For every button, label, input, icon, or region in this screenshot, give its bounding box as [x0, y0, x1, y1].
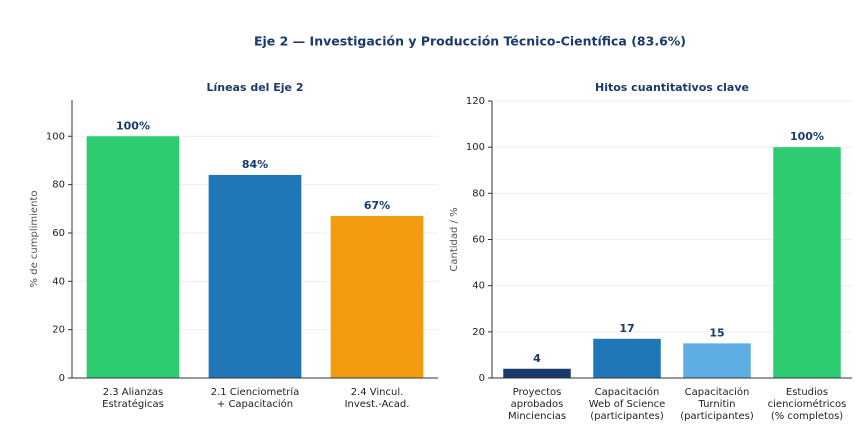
data-label: 15 — [709, 326, 724, 339]
data-label: 17 — [619, 322, 634, 335]
y-axis-label: Cantidad / % — [449, 207, 460, 271]
y-tick-label: 100 — [46, 131, 65, 142]
y-tick-label: 120 — [466, 96, 485, 107]
data-label: 100% — [790, 130, 824, 143]
bar — [593, 338, 661, 378]
x-tick-label-line: 2.1 Cienciometría — [211, 386, 300, 398]
y-tick-label: 0 — [479, 373, 485, 384]
data-label: 67% — [364, 199, 390, 212]
bar — [86, 136, 180, 378]
x-tick-label-line: + Capacitación — [217, 398, 293, 410]
x-tick-label-line: Capacitación — [595, 386, 660, 398]
x-tick-label-line: Estudios — [786, 387, 828, 398]
y-tick-label: 20 — [52, 325, 65, 336]
x-tick-label-line: 2.4 Vincul. — [351, 387, 404, 398]
data-label: 4 — [533, 352, 541, 365]
x-tick-label-line: cienciométricos — [768, 398, 847, 410]
y-axis-label: % de cumplimiento — [29, 191, 40, 288]
x-tick-label: 2.1 Cienciometría + Capacitación — [211, 386, 300, 410]
bar — [683, 343, 751, 378]
x-tick-label-line: (% completos) — [771, 411, 843, 422]
x-tick-label-line: aprobados — [511, 399, 564, 410]
x-tick-label-line: Web of Science — [589, 399, 666, 410]
chart-title: Líneas del Eje 2 — [206, 81, 303, 94]
y-tick-label: 40 — [52, 276, 65, 287]
figure-title: Eje 2 — Investigación y Producción Técni… — [254, 34, 686, 49]
data-label: 100% — [116, 119, 150, 132]
y-tick-label: 40 — [472, 281, 485, 292]
bar — [330, 216, 424, 378]
x-tick-label-line: Proyectos — [513, 387, 562, 398]
x-tick-label-line: (participantes) — [680, 411, 754, 422]
y-tick-label: 100 — [466, 142, 485, 153]
x-tick-label-line: Invest.-Acad. — [345, 399, 410, 410]
bar — [503, 368, 571, 378]
x-tick-label-line: Capacitación — [685, 386, 750, 398]
y-tick-label: 20 — [472, 327, 485, 338]
bar — [208, 174, 302, 378]
x-tick-label: Proyectos aprobados Minciencias — [508, 387, 566, 422]
data-label: 84% — [242, 158, 268, 171]
y-tick-label: 80 — [472, 188, 485, 199]
x-tick-label-line: Turnitin — [697, 399, 735, 410]
y-tick-label: 80 — [52, 180, 65, 191]
x-tick-label-line: Estratégicas — [102, 398, 164, 410]
x-tick-label: 2.3 Alianzas Estratégicas — [102, 387, 164, 410]
x-tick-label: Capacitación Web of Science (participantes… — [589, 386, 666, 422]
chart-title: Hitos cuantitativos clave — [595, 81, 749, 94]
x-tick-label-line: Minciencias — [508, 411, 566, 422]
bar — [773, 147, 841, 378]
x-tick-label: Capacitación Turnitin (participantes) — [680, 386, 754, 422]
x-tick-label: 2.4 Vincul. Invest.-Acad. — [345, 387, 410, 410]
x-tick-label-line: (participantes) — [590, 411, 664, 422]
y-tick-label: 60 — [52, 228, 65, 239]
x-tick-label: Estudios cienciométricos (% completos) — [768, 387, 847, 422]
y-tick-label: 0 — [59, 373, 65, 384]
x-tick-label-line: 2.3 Alianzas — [103, 387, 164, 398]
y-tick-label: 60 — [472, 235, 485, 246]
